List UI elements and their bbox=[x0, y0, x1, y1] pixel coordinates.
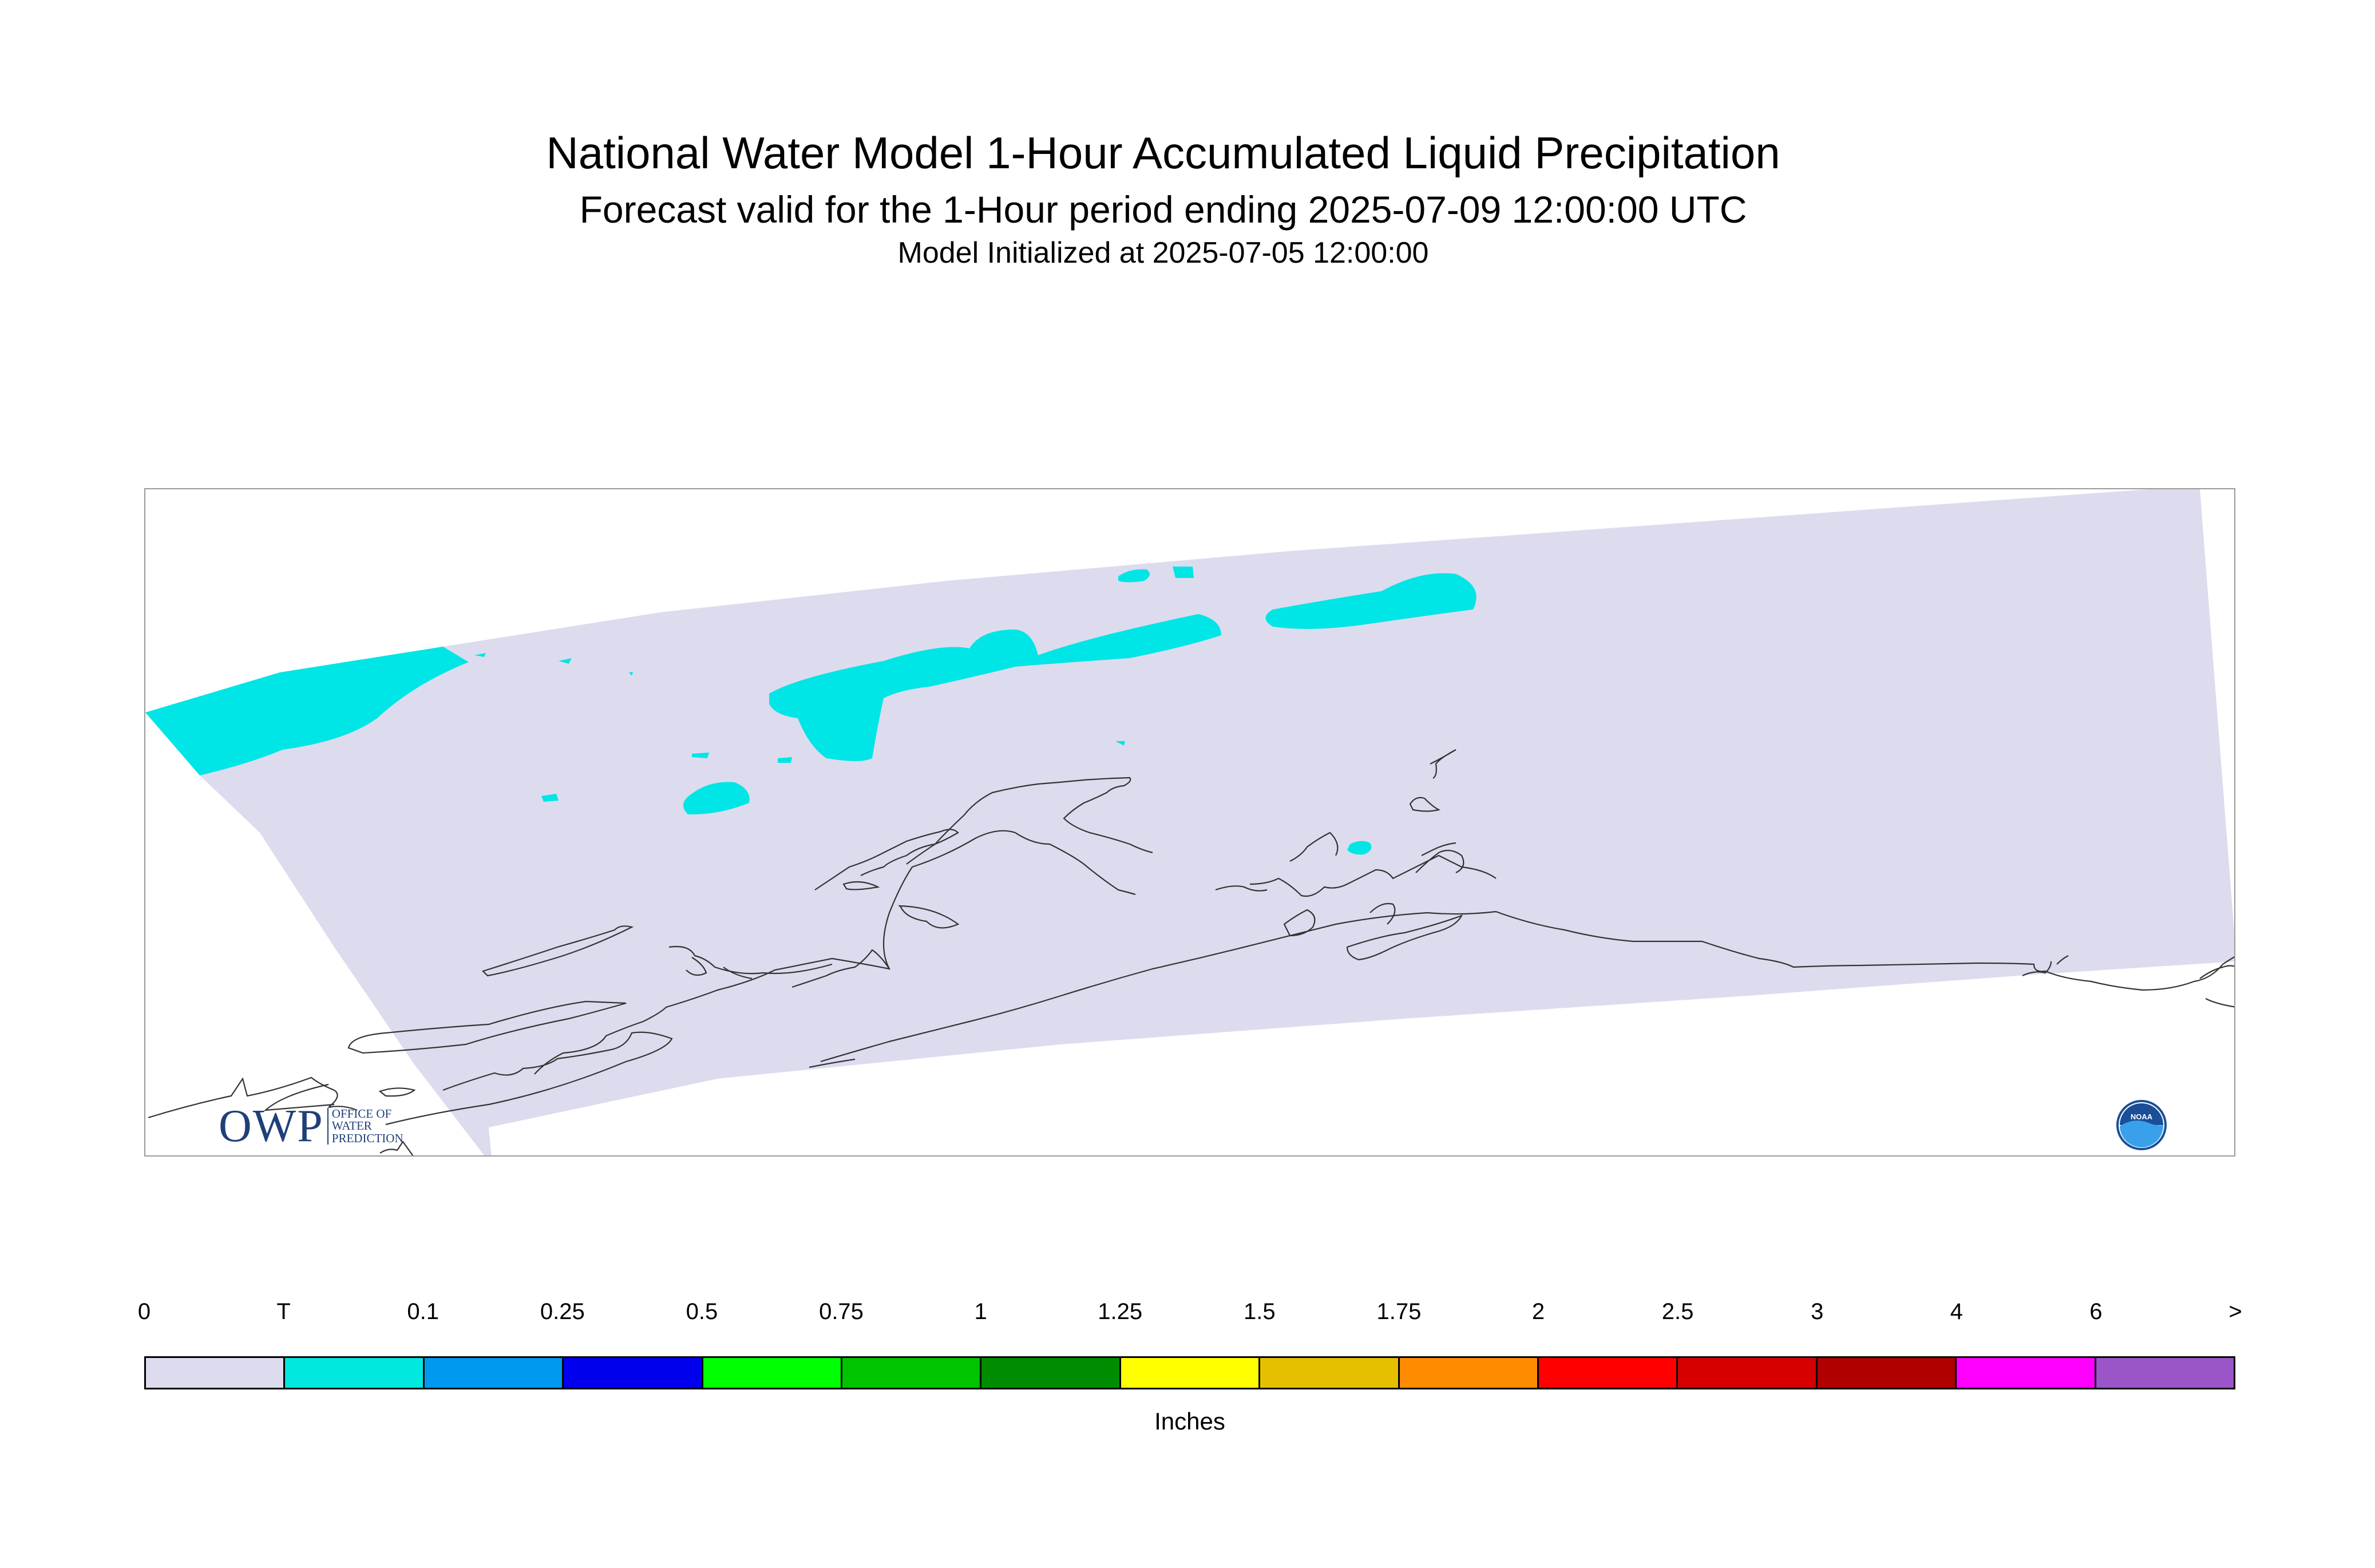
legend-swatch bbox=[1260, 1358, 1400, 1388]
precip-trace-areas bbox=[145, 567, 1477, 855]
legend-swatch bbox=[146, 1358, 286, 1388]
legend-swatch bbox=[2096, 1358, 2234, 1388]
map-panel[interactable] bbox=[144, 488, 2235, 1157]
legend-tick-label: 4 bbox=[1950, 1299, 1963, 1324]
legend-swatch bbox=[703, 1358, 843, 1388]
legend-tick-label: T bbox=[276, 1299, 291, 1324]
legend-tick-label: 0.5 bbox=[686, 1299, 718, 1324]
legend-tick-label: 0 bbox=[137, 1299, 151, 1324]
legend-tick-label: 2 bbox=[1531, 1299, 1545, 1324]
owp-logo-text: OFFICE OF WATER PREDICTION bbox=[327, 1107, 418, 1145]
legend-tick-label: 6 bbox=[2089, 1299, 2103, 1324]
legend-units-label: Inches bbox=[1154, 1408, 1225, 1435]
legend-swatch bbox=[1678, 1358, 1818, 1388]
legend-tick-label: 1.25 bbox=[1098, 1299, 1143, 1324]
coastlines bbox=[148, 749, 2234, 1155]
model-domain bbox=[145, 489, 2234, 1155]
legend-tick-label: 1.75 bbox=[1376, 1299, 1422, 1324]
map-subtitle: Forecast valid for the 1-Hour period end… bbox=[579, 188, 1747, 231]
color-legend: 0 T 0.1 0.25 0.5 0.75 1 1.25 1.5 1.75 2 2.5 3 4 6 > Inc… bbox=[138, 1299, 2242, 1471]
noaa-logo: NOAA bbox=[2116, 1100, 2167, 1150]
legend-swatch bbox=[842, 1358, 982, 1388]
legend-swatch bbox=[1817, 1358, 1957, 1388]
legend-color-bar bbox=[144, 1356, 2235, 1389]
legend-tick-label: 1 bbox=[974, 1299, 987, 1324]
legend-tick-label: 0.1 bbox=[407, 1299, 439, 1324]
map-canvas bbox=[145, 489, 2234, 1155]
legend-tick-label: 3 bbox=[1811, 1299, 1824, 1324]
owp-logo: OWP OFFICE OF WATER PREDICTION bbox=[219, 1103, 418, 1149]
legend-swatch bbox=[1399, 1358, 1539, 1388]
map-title: National Water Model 1-Hour Accumulated … bbox=[546, 128, 1780, 178]
legend-swatch bbox=[1957, 1358, 2096, 1388]
legend-swatch bbox=[1539, 1358, 1679, 1388]
legend-tick-label: 0.75 bbox=[819, 1299, 864, 1324]
noaa-logo-text: NOAA bbox=[2131, 1112, 2153, 1121]
legend-swatch bbox=[285, 1358, 425, 1388]
legend-tick-label: 0.25 bbox=[540, 1299, 585, 1324]
legend-tick-label: > bbox=[2228, 1299, 2242, 1324]
model-init-line: Model Initialized at 2025-07-05 12:00:00 bbox=[897, 236, 1429, 270]
owp-logo-mark: OWP bbox=[219, 1101, 324, 1151]
legend-swatch bbox=[1121, 1358, 1261, 1388]
legend-tick-label: 1.5 bbox=[1243, 1299, 1276, 1324]
legend-swatch bbox=[564, 1358, 703, 1388]
legend-swatch bbox=[981, 1358, 1121, 1388]
legend-swatch bbox=[424, 1358, 564, 1388]
legend-tick-label: 2.5 bbox=[1661, 1299, 1694, 1324]
